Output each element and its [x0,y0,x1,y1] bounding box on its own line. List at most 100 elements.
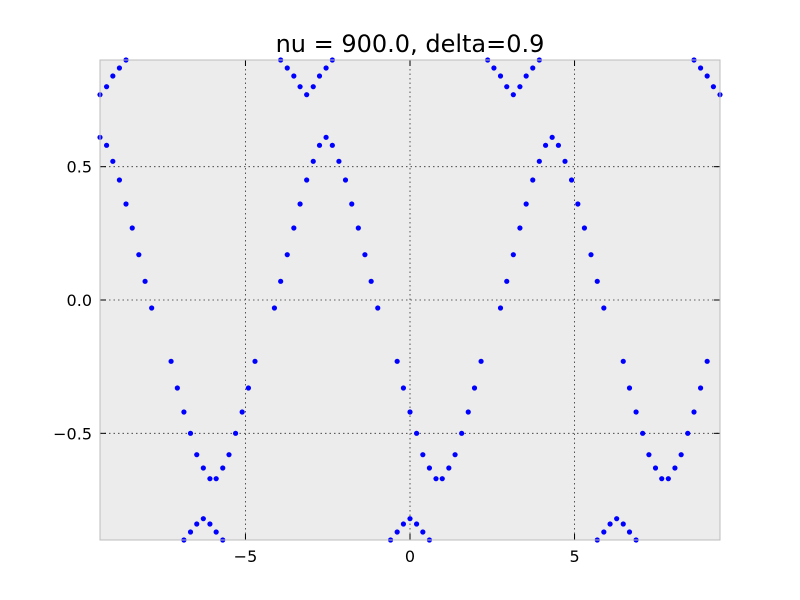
scatter-point [291,225,297,231]
scatter-point [665,476,671,482]
scatter-point [297,84,303,90]
scatter-point [394,358,400,364]
scatter-point [252,358,258,364]
scatter-point [187,430,194,436]
scatter-point [413,430,420,436]
scatter-point [439,476,445,482]
scatter-point [581,225,588,231]
scatter-point [510,252,516,258]
scatter-point [530,65,536,71]
scatter-point [588,252,594,258]
scatter-point [691,409,697,415]
scatter-point [523,73,529,79]
scatter-point [452,452,458,458]
scatter-point [497,305,504,311]
scatter-point [652,465,659,471]
scatter-point [433,476,439,482]
scatter-point [672,465,678,471]
scatter-point [168,358,174,364]
scatter-point [697,385,704,391]
scatter-point [362,252,368,258]
scatter-point [207,476,213,482]
scatter-point [568,177,575,183]
scatter-point [349,201,355,207]
scatter-point [129,225,135,231]
scatter-point [426,465,433,471]
scatter-point [459,430,465,436]
scatter-point [549,134,555,140]
scatter-point [316,73,323,79]
scatter-point [620,358,626,364]
scatter-point [194,521,200,527]
scatter-point [220,465,226,471]
scatter-point [407,516,413,522]
scatter-point [291,73,297,79]
scatter-point [413,521,420,527]
plot-frame [99,59,721,541]
scatter-point [116,65,123,71]
scatter-point [400,385,407,391]
scatter-point [601,305,607,311]
scatter-point [646,452,652,458]
scatter-point [594,278,600,284]
scatter-point [342,177,349,183]
scatter-point [678,452,684,458]
scatter-point [555,142,562,148]
y-tick-label: −0.5 [53,424,92,443]
scatter-point [471,385,478,391]
scatter-point [517,84,523,90]
scatter-point [110,73,116,79]
scatter-point [446,465,452,471]
scatter-point [407,409,413,415]
scatter-point [659,476,665,482]
data-points [97,57,723,543]
scatter-point [284,252,290,258]
scatter-point [103,142,110,148]
x-tick-label: 5 [569,547,579,566]
scatter-point [504,84,510,90]
scatter-point [601,529,607,535]
scatter-point [626,385,633,391]
scatter-point [375,305,381,311]
scatter-point [685,430,691,436]
scatter-point [103,84,110,90]
scatter-point [271,305,278,311]
scatter-point [517,225,523,231]
scatter-point [123,201,129,207]
scatter-point [465,409,471,415]
scatter-point [110,158,116,164]
y-tick-label: 0.0 [67,291,92,310]
chart-title: nu = 900.0, delta=0.9 [276,30,545,58]
scatter-point [316,142,323,148]
axis-ticks [100,60,720,540]
scatter-point [530,177,536,183]
tick-labels: −5 0 5 −0.5 0.0 0.5 [53,158,579,566]
scatter-point [213,476,219,482]
scatter-point [200,465,206,471]
scatter-point [181,409,187,415]
scatter-point [226,452,232,458]
scatter-point [497,73,504,79]
scatter-point [478,358,484,364]
scatter-point [394,529,400,535]
scatter-point [697,65,704,71]
scatter-point [329,142,335,148]
scatter-point [536,158,542,164]
scatter-point [575,201,581,207]
scatter-point [620,521,626,527]
scatter-point [355,225,361,231]
scatter-point [704,358,710,364]
scatter-point [200,516,206,522]
x-tick-label: −5 [234,547,258,566]
scatter-point [562,158,568,164]
x-tick-label: 0 [405,547,415,566]
scatter-point [336,158,342,164]
scatter-point [542,142,549,148]
scatter-point [323,134,329,140]
scatter-point [136,252,142,258]
scatter-point [400,521,407,527]
scatter-point [174,385,180,391]
scatter-point [239,409,245,415]
scatter-point [614,516,620,522]
